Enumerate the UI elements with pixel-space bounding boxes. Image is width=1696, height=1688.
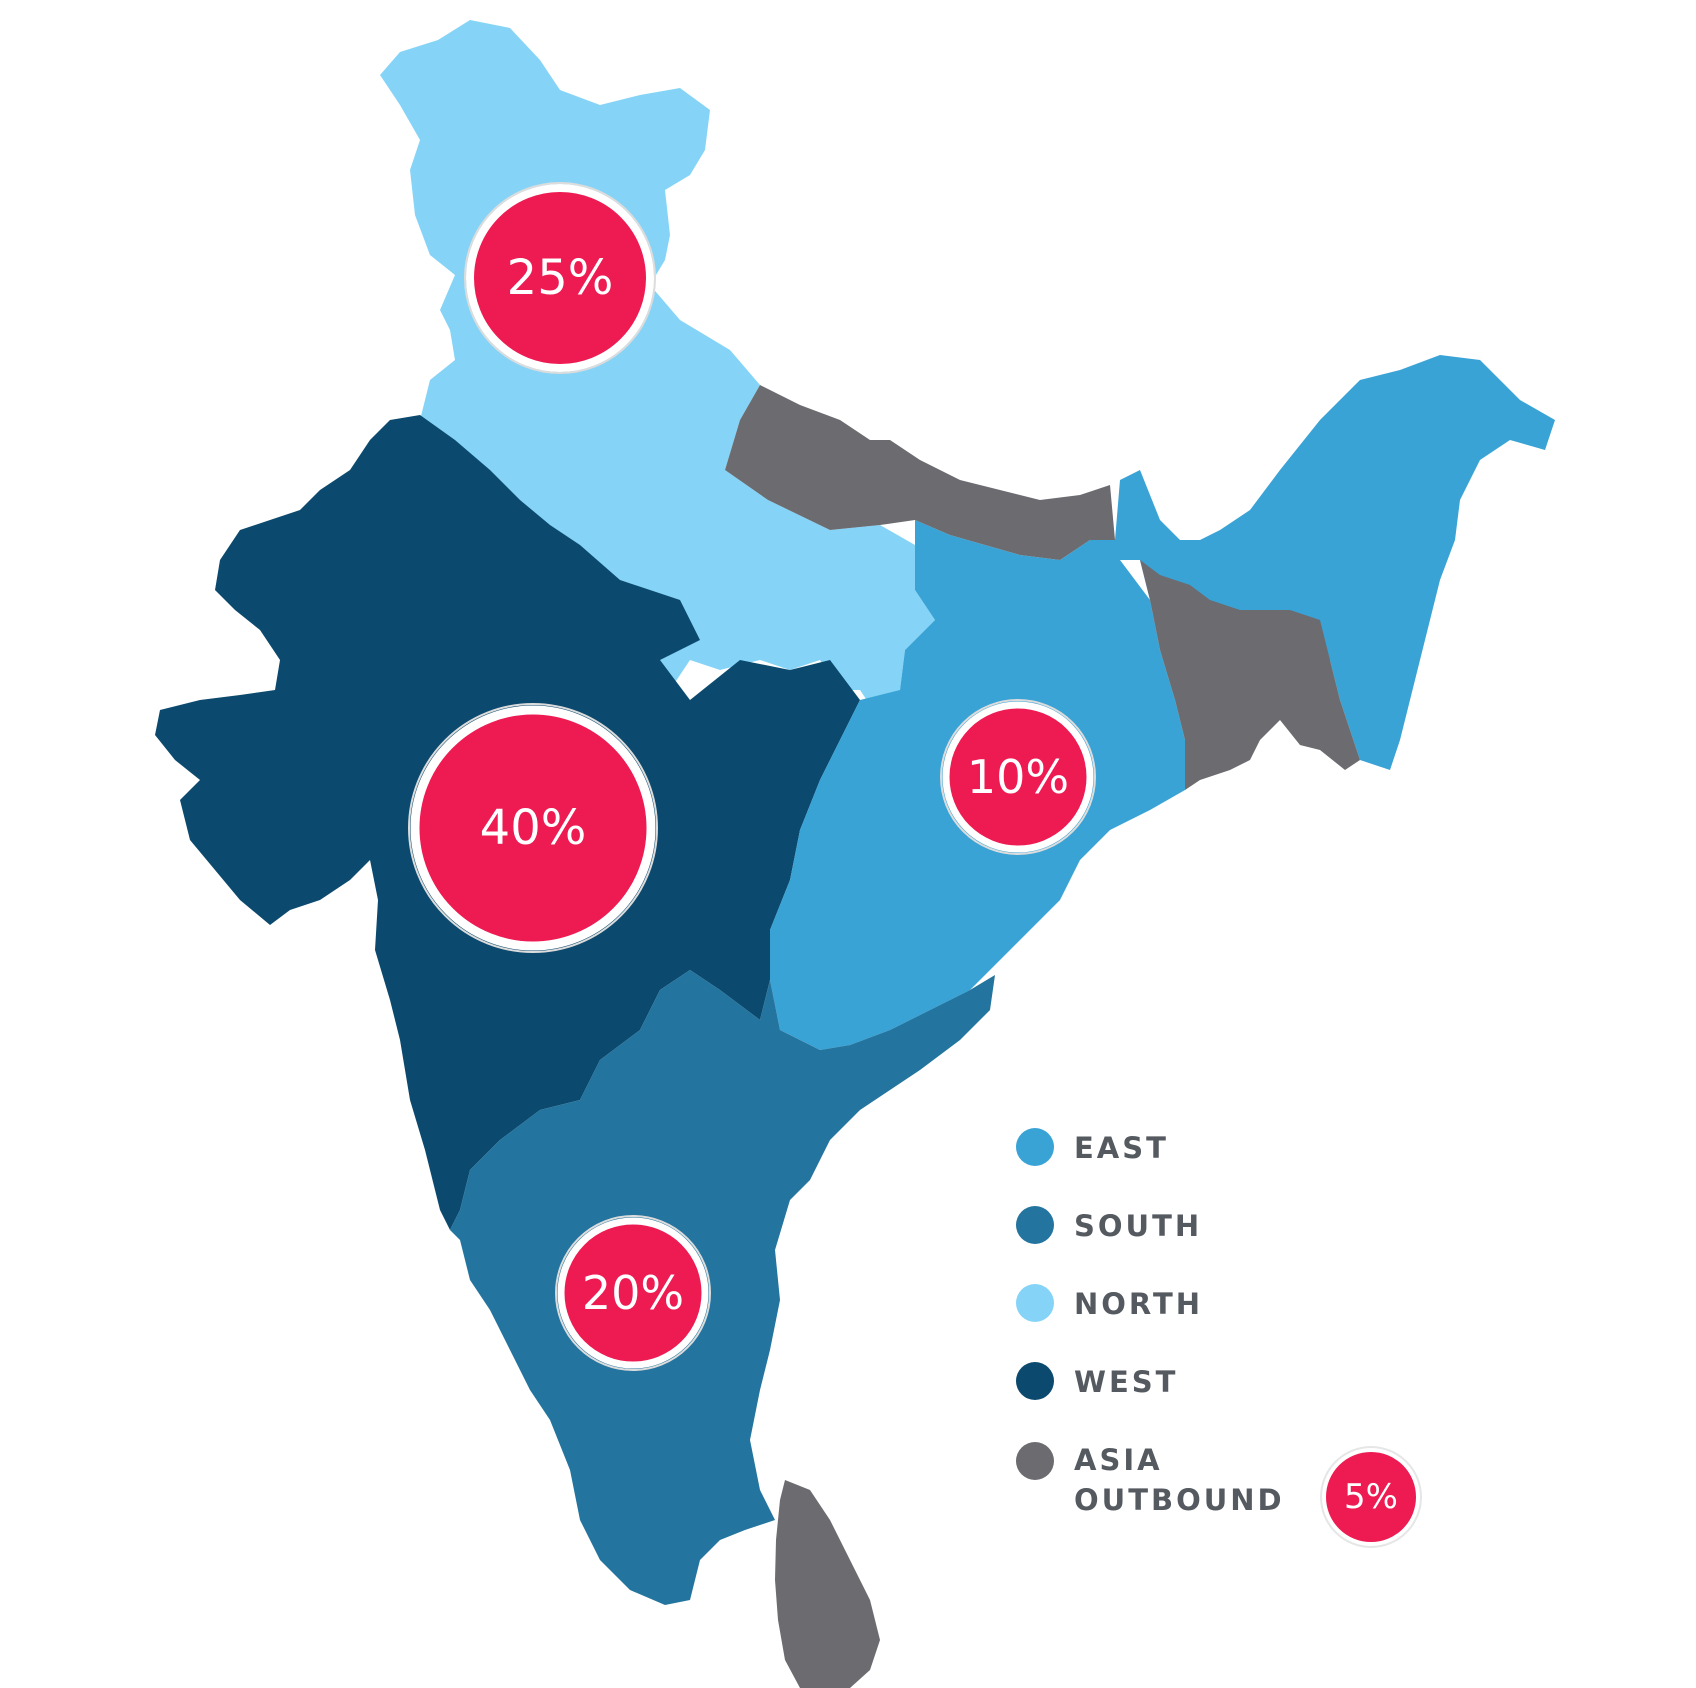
legend-item-asia-outbound: ASIA OUTBOUND <box>1016 1440 1285 1520</box>
north-swatch <box>1016 1284 1054 1322</box>
legend-item-east: EAST <box>1016 1128 1169 1168</box>
east-share-label: 10% <box>967 750 1069 804</box>
east-share-bubble: 10% <box>940 699 1096 855</box>
legend-label-east: EAST <box>1074 1131 1169 1165</box>
south-region[interactable] <box>450 970 995 1605</box>
legend-label-north: NORTH <box>1074 1287 1204 1321</box>
east-swatch <box>1016 1128 1054 1166</box>
west-share-bubble: 40% <box>408 703 658 953</box>
asia-outbound-share-badge: 5% <box>1322 1448 1420 1546</box>
legend-label-asia-outbound: ASIA OUTBOUND <box>1074 1440 1285 1520</box>
west-swatch <box>1016 1362 1054 1400</box>
south-swatch <box>1016 1206 1054 1244</box>
legend-item-north: NORTH <box>1016 1284 1203 1324</box>
legend-item-west: WEST <box>1016 1362 1178 1402</box>
nepal-region[interactable] <box>725 385 1115 560</box>
asia-outbound-swatch <box>1016 1442 1054 1480</box>
bangladesh-region[interactable] <box>1140 560 1360 790</box>
legend-label-west: WEST <box>1074 1365 1179 1399</box>
legend-label-asia-line2: OUTBOUND <box>1074 1483 1285 1517</box>
legend-label-asia-line1: ASIA <box>1074 1443 1163 1477</box>
legend-label-south: SOUTH <box>1074 1209 1203 1243</box>
legend-item-south: SOUTH <box>1016 1206 1202 1246</box>
north-share-bubble: 25% <box>464 182 656 374</box>
east-region[interactable] <box>770 355 1555 1050</box>
west-share-label: 40% <box>480 800 587 856</box>
sri-lanka-region[interactable] <box>775 1480 880 1688</box>
north-share-label: 25% <box>507 250 614 306</box>
south-share-label: 20% <box>582 1266 684 1320</box>
south-share-bubble: 20% <box>555 1215 711 1371</box>
